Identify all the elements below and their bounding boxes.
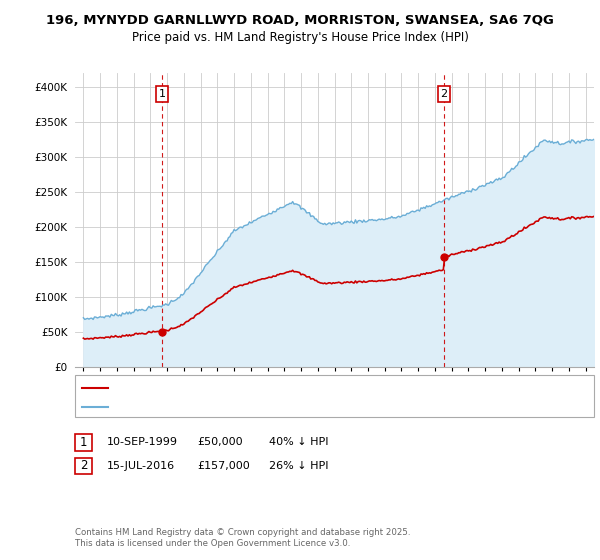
Text: Price paid vs. HM Land Registry's House Price Index (HPI): Price paid vs. HM Land Registry's House … xyxy=(131,31,469,44)
Text: 2: 2 xyxy=(80,459,87,473)
Text: 10-SEP-1999: 10-SEP-1999 xyxy=(107,437,178,447)
Text: 196, MYNYDD GARNLLWYD ROAD, MORRISTON, SWANSEA, SA6 7QG (detached house): 196, MYNYDD GARNLLWYD ROAD, MORRISTON, S… xyxy=(114,383,537,393)
Text: 196, MYNYDD GARNLLWYD ROAD, MORRISTON, SWANSEA, SA6 7QG: 196, MYNYDD GARNLLWYD ROAD, MORRISTON, S… xyxy=(46,14,554,27)
Text: 15-JUL-2016: 15-JUL-2016 xyxy=(107,461,175,471)
Text: £50,000: £50,000 xyxy=(197,437,242,447)
Text: 26% ↓ HPI: 26% ↓ HPI xyxy=(269,461,328,471)
Text: 1: 1 xyxy=(80,436,87,449)
Text: HPI: Average price, detached house, Swansea: HPI: Average price, detached house, Swan… xyxy=(114,402,338,412)
Text: Contains HM Land Registry data © Crown copyright and database right 2025.
This d: Contains HM Land Registry data © Crown c… xyxy=(75,528,410,548)
Text: £157,000: £157,000 xyxy=(197,461,250,471)
Text: 2: 2 xyxy=(440,89,448,99)
Text: 40% ↓ HPI: 40% ↓ HPI xyxy=(269,437,328,447)
Text: 1: 1 xyxy=(158,89,166,99)
